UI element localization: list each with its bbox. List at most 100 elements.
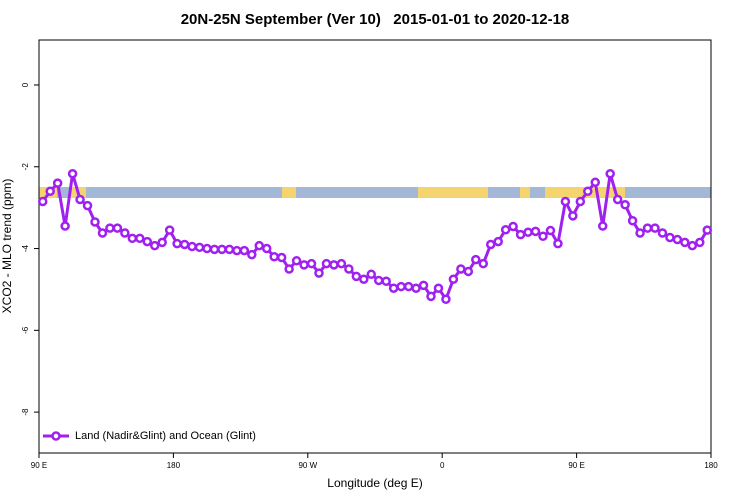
data-point [553, 238, 563, 249]
data-point [149, 240, 160, 251]
data-point [60, 221, 70, 231]
data-point [261, 243, 272, 254]
data-point [120, 228, 130, 238]
x-tick-label: 180 [704, 461, 718, 470]
data-point [485, 239, 496, 250]
data-point [538, 231, 548, 242]
data-point [448, 274, 459, 284]
data-point [314, 268, 324, 278]
data-point [157, 237, 167, 248]
data-point [418, 280, 429, 291]
data-point [620, 200, 630, 210]
x-tick-label: 0 [440, 461, 445, 470]
data-point [269, 251, 279, 262]
data-point [687, 240, 698, 251]
data-point [597, 221, 608, 231]
data-point [403, 281, 414, 292]
data-point [202, 243, 212, 254]
data-point [411, 283, 421, 293]
y-tick-label: -8 [21, 408, 30, 416]
data-point [299, 260, 309, 270]
data-point [560, 196, 571, 207]
data-point [695, 237, 705, 248]
data-point [471, 254, 481, 265]
data-point [590, 177, 601, 188]
data-point [179, 239, 190, 250]
data-point [388, 283, 399, 293]
data-point [321, 258, 332, 269]
y-axis-label: XCO2 - MLO trend (ppm) [0, 179, 14, 314]
data-point [381, 276, 391, 287]
x-tick-label: 90 W [298, 461, 317, 470]
data-point [105, 223, 115, 233]
data-point [642, 223, 653, 233]
data-point [232, 245, 242, 256]
data-point [456, 264, 466, 274]
data-point [530, 226, 541, 237]
data-point [702, 225, 713, 235]
data-point [373, 275, 384, 286]
data-point [575, 196, 586, 207]
data-point [650, 223, 660, 233]
x-tick-label: 90 E [31, 461, 47, 470]
data-point [239, 245, 250, 256]
data-point [276, 252, 287, 263]
data-point [426, 291, 436, 302]
data-point [657, 228, 668, 238]
chart-title: 20N-25N September (Ver 10) 2015-01-01 to… [181, 11, 570, 28]
data-point [351, 271, 362, 282]
x-tick-label: 180 [167, 461, 181, 470]
y-tick-label: -2 [21, 163, 30, 171]
data-point [82, 200, 93, 211]
data-point [306, 258, 317, 269]
data-point [336, 258, 347, 269]
data-point [329, 260, 339, 270]
legend-marker [51, 431, 61, 441]
data-point [45, 186, 55, 197]
data-point [90, 217, 100, 227]
data-point [284, 264, 294, 274]
data-point [665, 232, 675, 243]
data-point [500, 224, 511, 235]
data-point [187, 241, 197, 252]
land-patch [520, 187, 530, 198]
data-point [627, 215, 638, 226]
data-point [127, 233, 138, 244]
land-mask-strip [39, 187, 711, 198]
y-tick-label: -6 [21, 326, 30, 334]
data-point [478, 258, 489, 269]
data-point [67, 168, 78, 179]
data-point [441, 294, 451, 304]
data-point [680, 237, 690, 248]
y-tick-label: -4 [21, 244, 30, 252]
data-point [515, 229, 526, 240]
data-point [291, 256, 302, 266]
data-point [217, 244, 227, 255]
data-point [396, 281, 406, 292]
data-point [366, 269, 377, 280]
data-point [247, 249, 257, 260]
data-point [605, 168, 615, 179]
y-tick-label: 0 [21, 82, 30, 87]
legend-label: Land (Nadir&Glint) and Ocean (Glint) [75, 430, 256, 442]
data-point [493, 236, 503, 247]
plot-frame [38, 39, 712, 454]
data-point [433, 283, 444, 293]
data-point [545, 225, 556, 236]
data-point [583, 186, 593, 197]
data-point [97, 228, 108, 238]
data-point [344, 264, 354, 274]
data-point [672, 234, 683, 245]
data-point [508, 221, 518, 232]
data-point [568, 211, 578, 221]
x-axis-label: Longitude (deg E) [327, 476, 422, 490]
data-point [164, 225, 175, 235]
data-point [224, 244, 235, 255]
data-point [37, 196, 48, 207]
data-point [172, 238, 182, 249]
data-point [52, 178, 63, 188]
x-tick-label: 90 E [568, 461, 584, 470]
data-point [209, 244, 220, 255]
